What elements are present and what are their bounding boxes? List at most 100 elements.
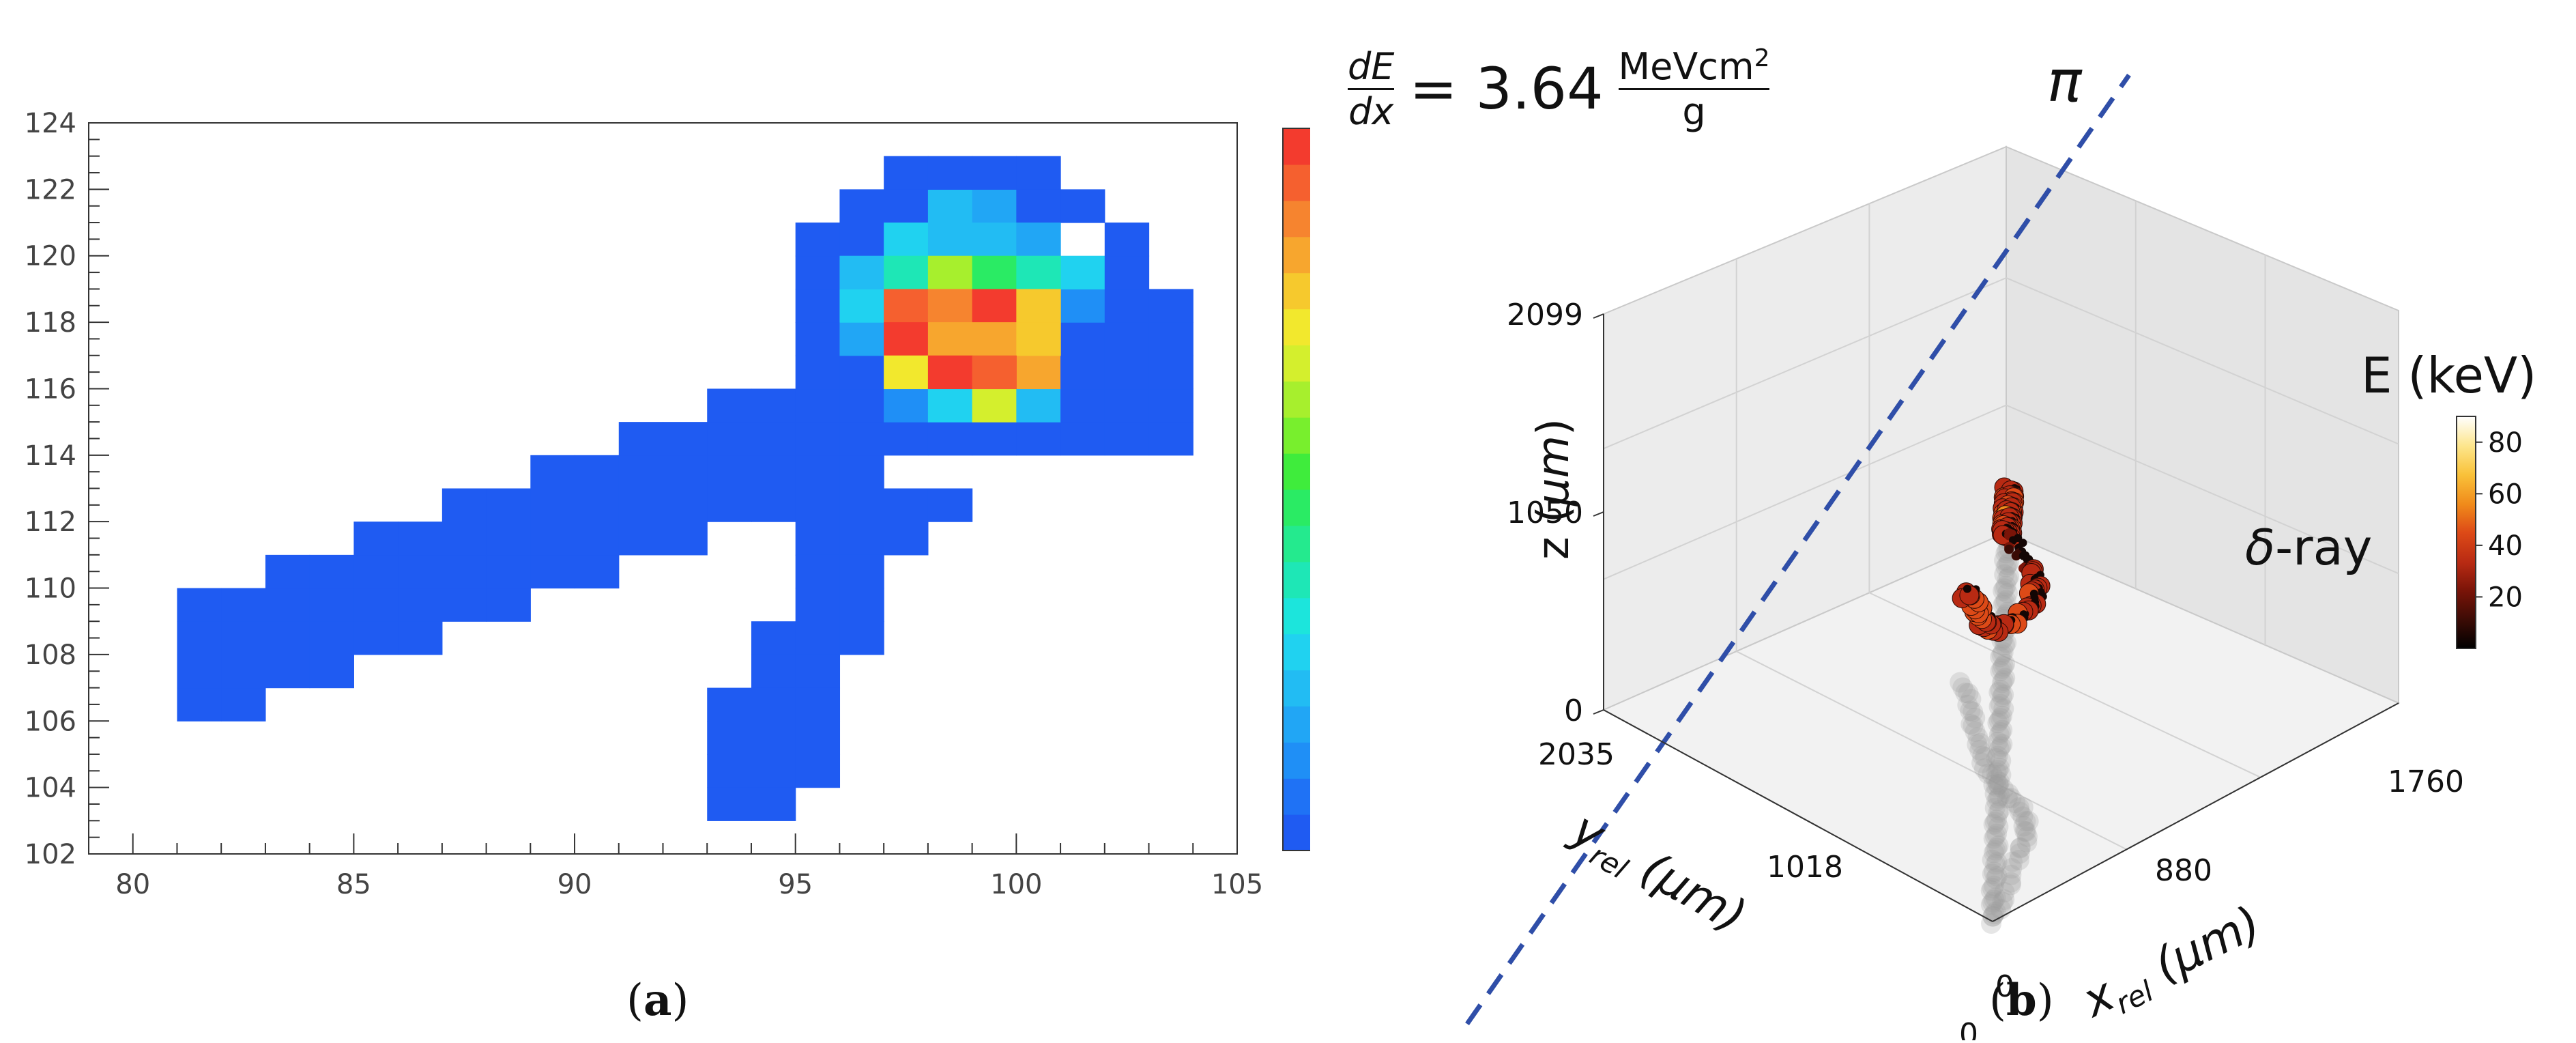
shadow-point (1986, 748, 2007, 769)
heatmap-cell (1016, 255, 1061, 290)
colorbar-tick-label: 40 (2488, 530, 2523, 562)
shadow-point (1990, 646, 2011, 668)
heatmap-cell (751, 621, 796, 655)
caption-letter: a (643, 975, 672, 1026)
formula-value: = 3.64 (1409, 55, 1604, 122)
shadow-point (1969, 739, 1991, 760)
heatmap-cell (486, 554, 531, 589)
colorbar-segment (1283, 814, 1337, 851)
colorbar-segment (1283, 236, 1337, 274)
shadow-point (1978, 763, 1999, 784)
shadow-point (1994, 889, 2015, 910)
shadow-point (2016, 821, 2037, 842)
shadow-point (2010, 837, 2031, 858)
colorbar-segment (1283, 561, 1337, 599)
heatmap-cell (795, 621, 841, 655)
heatmap-cell (618, 455, 664, 489)
shadow-point (1989, 771, 2010, 792)
shadow-point (1986, 790, 2007, 812)
shadow-point (1986, 776, 2007, 797)
z-axis-unit: μm (1529, 435, 1579, 506)
heatmap-cell (839, 621, 884, 655)
heatmap-cell (927, 289, 973, 323)
colorbar-segment (1283, 272, 1337, 310)
heatmap-cell (1104, 223, 1150, 257)
heatmap-cell (884, 422, 929, 456)
fraction-dedx: dE dx (1348, 45, 1395, 133)
fraction-denominator: dx (1348, 89, 1394, 133)
heatmap-cell (972, 156, 1017, 190)
gridline (1736, 651, 2127, 851)
heatmap-cell (1060, 422, 1105, 456)
shadow-point (1971, 752, 1993, 773)
shadow-point (1963, 701, 1984, 722)
heatmap-cell (839, 255, 884, 290)
y-tick-label: 124 (25, 108, 76, 139)
shadow-point (1988, 724, 2010, 745)
heatmap-cell (795, 588, 841, 622)
heatmap-cell (442, 588, 487, 622)
shadow-point (2000, 874, 2021, 896)
heatmap-cell (1148, 388, 1193, 423)
shadow-point (2010, 838, 2031, 859)
shadow-point (2001, 858, 2023, 879)
shadow-point (1995, 668, 2016, 689)
heatmap-cell (663, 422, 708, 456)
heatmap-cell (1060, 355, 1105, 390)
shadow-point (1991, 687, 2012, 708)
heatmap-cell (927, 223, 973, 257)
heatmap-cell (1104, 322, 1150, 356)
gridline (2006, 404, 2399, 575)
colorbar-title: E (keV) (2361, 347, 2537, 404)
track-point (2011, 551, 2021, 561)
shadow-point (1984, 875, 2005, 896)
x-tick-label: 105 (1211, 869, 1263, 900)
shadow-point (1989, 786, 2010, 807)
colorbar-segment (1283, 381, 1337, 418)
shadow-point (1984, 797, 2006, 818)
heatmap-cell (265, 621, 310, 655)
shadow-point (2005, 792, 2026, 814)
heatmap-cell (1060, 322, 1105, 356)
shadow-point (1989, 757, 2010, 778)
shadow-point (1988, 788, 2009, 809)
x-tick-label: 100 (990, 869, 1042, 900)
heatmap-cell (972, 189, 1017, 223)
heatmap-cell (972, 255, 1017, 290)
heatmap-cell (795, 654, 841, 689)
shadow-point (1991, 765, 2012, 786)
shadow-point (1983, 828, 2004, 849)
colorbar-segment (1283, 742, 1337, 779)
heatmap-cell (839, 289, 884, 323)
z-tick (1593, 313, 1604, 319)
shadow-point (1993, 670, 2014, 691)
shadow-point (1963, 715, 1984, 736)
unit-denominator: g (1682, 90, 1706, 133)
gridline (2006, 277, 2399, 445)
heatmap-cell (618, 522, 664, 556)
z-tick-label: 2099 (1507, 298, 1583, 332)
shadow-point (1988, 802, 2009, 823)
shadow-point (1991, 658, 2012, 679)
heatmap-cell (884, 388, 929, 423)
x-tick-label: 95 (778, 869, 813, 900)
shadow-point (1993, 779, 2014, 800)
shadow-point (1991, 644, 2012, 665)
unit-numerator: MeVcm (1618, 45, 1754, 88)
heatmap-cell (707, 754, 752, 788)
shadow-point (1987, 745, 2008, 767)
heatmap-cell (839, 189, 884, 223)
shadow-point (2001, 864, 2022, 885)
gridline (1603, 404, 2007, 580)
heatmap-cell (177, 621, 222, 655)
shadow-point (1993, 580, 2014, 601)
shadow-point (1965, 721, 1986, 742)
heatmap-cell (884, 223, 929, 257)
colorbar-segment (1283, 345, 1337, 382)
shadow-point (1988, 774, 2009, 795)
shadow-point (2013, 816, 2034, 837)
shadow-point (1995, 557, 2016, 578)
shadow-point (1993, 698, 2014, 719)
heatmap-cell (575, 455, 620, 489)
heatmap-cell (1016, 355, 1061, 390)
